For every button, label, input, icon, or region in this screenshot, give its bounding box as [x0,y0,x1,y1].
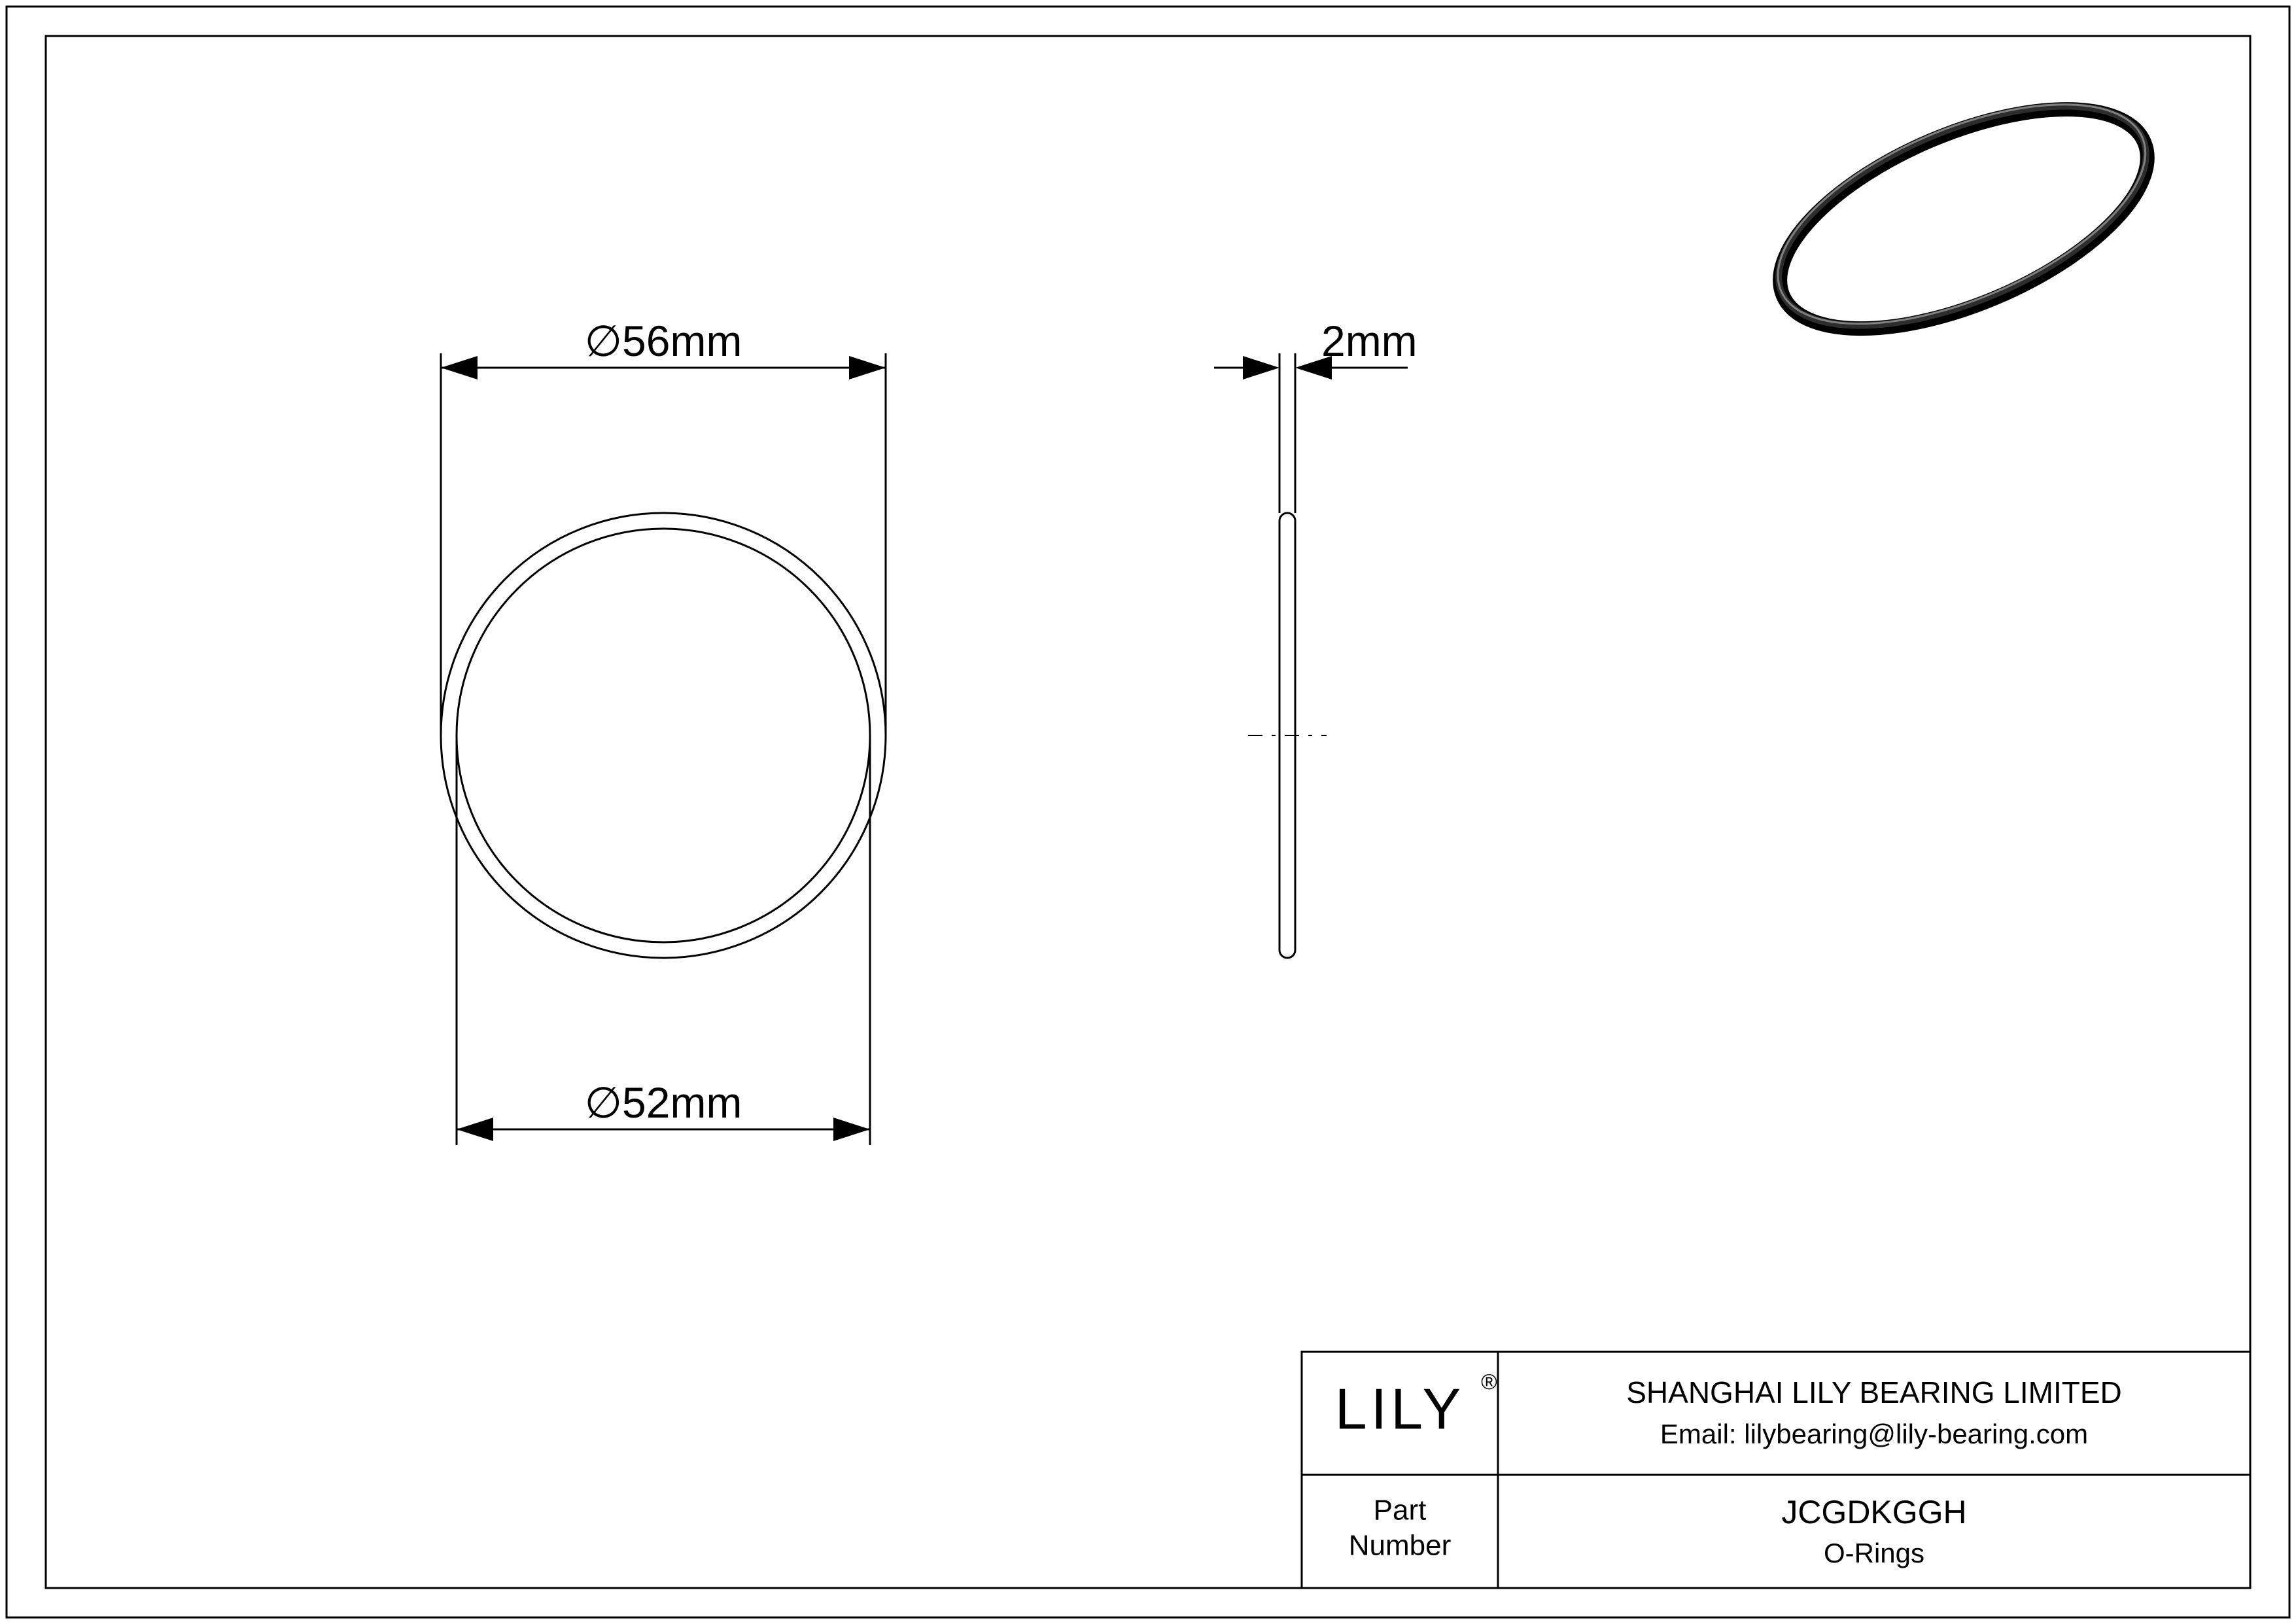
company-name: SHANGHAI LILY BEARING LIMITED [1626,1375,2122,1409]
part-label-line2: Number [1349,1530,1452,1562]
part-number: JCGDKGGH [1781,1494,1966,1530]
logo-registered-mark: ® [1481,1370,1497,1394]
dim-outer-label: ∅56mm [585,317,742,365]
company-email: Email: lilybearing@lily-bearing.com [1660,1419,2088,1449]
part-description: O-Rings [1824,1538,1924,1568]
dim-thk-label: 2mm [1321,317,1418,365]
part-label-line1: Part [1374,1494,1427,1527]
logo-text: LILY [1335,1376,1465,1441]
dim-inner-label: ∅52mm [585,1078,742,1127]
